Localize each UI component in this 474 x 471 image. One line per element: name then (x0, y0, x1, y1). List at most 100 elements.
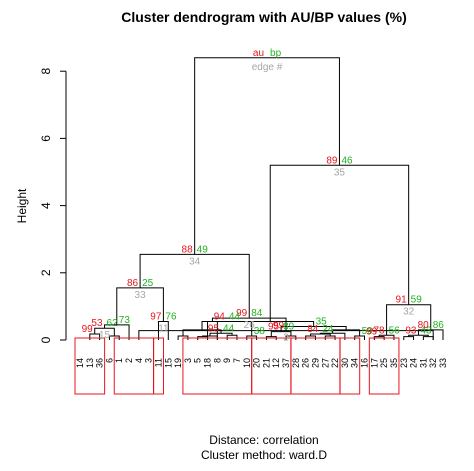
branch (194, 57, 340, 255)
bp-value: 24 (322, 324, 334, 335)
edge-number: 2 (283, 333, 289, 344)
leaf-label: 19 (173, 358, 183, 368)
leaf-label: 22 (330, 358, 340, 368)
leaf-label: 3 (144, 358, 154, 363)
bp-value: 84 (251, 308, 263, 319)
leaf-label: 21 (261, 358, 271, 368)
branch (403, 336, 415, 340)
au-value: 80 (418, 320, 430, 331)
edge-number: 32 (403, 307, 415, 318)
leaf-label: 18 (203, 358, 213, 368)
leaf-label: 23 (399, 358, 409, 368)
bp-value: 76 (165, 312, 177, 323)
edge-number: 34 (189, 256, 201, 267)
y-tick-label: 2 (39, 269, 53, 276)
leaf-label: 13 (85, 358, 95, 368)
bp-value: 86 (433, 320, 445, 331)
leaf-label: 31 (418, 358, 428, 368)
leaf-labels: 14 13 36 6 1 2 4 3 11 15 19 3 5 18 8 9 7 10 20 21 12 37 28 26 29… (75, 358, 448, 368)
leaf-label: 32 (428, 358, 438, 368)
edge-number: 11 (158, 324, 169, 335)
au-value: 53 (91, 318, 103, 329)
x-label-distance: Distance: correlation (209, 433, 318, 447)
branch (269, 164, 410, 322)
leaf-label: 7 (232, 358, 242, 363)
leaf-label: 6 (104, 358, 114, 363)
cluster-box (339, 337, 361, 395)
bp-value: 35 (316, 317, 328, 328)
leaf-label: 29 (310, 358, 320, 368)
bp-value: 46 (341, 155, 353, 166)
au-value: 95 (208, 323, 220, 334)
edge-number: 33 (135, 290, 147, 301)
leaf-label: 11 (153, 358, 163, 367)
branch (226, 321, 315, 327)
legend-edge: edge # (252, 62, 283, 73)
bp-value: 59 (411, 295, 423, 306)
au-value: 89 (326, 155, 338, 166)
bp-value: 59 (362, 326, 374, 337)
edge-number: 15 (99, 330, 111, 341)
leaf-label: 9 (222, 358, 232, 363)
leaf-label: 25 (379, 358, 389, 368)
bp-value: 43 (420, 325, 432, 336)
bp-value: 56 (389, 325, 401, 336)
bp-value: 73 (119, 315, 131, 326)
leaf-label: 36 (95, 358, 105, 368)
cluster-box (113, 337, 155, 395)
y-tick-label: 0 (39, 336, 53, 343)
au-value: 99 (236, 308, 248, 319)
leaf-label: 30 (340, 358, 350, 368)
bp-value: 49 (197, 244, 209, 255)
leaf-label: 34 (350, 358, 360, 368)
leaf-label: 16 (360, 358, 370, 368)
leaf-label: 2 (124, 358, 134, 363)
leaf-label: 37 (281, 358, 291, 368)
y-axis: 0 2 4 6 8 (39, 68, 67, 343)
leaf-label: 1 (114, 358, 124, 363)
bp-value: 62 (107, 318, 119, 329)
branch (422, 336, 434, 340)
leaf-label: 5 (193, 358, 203, 363)
leaf-label: 28 (291, 358, 301, 368)
leaf-label: 17 (369, 358, 379, 368)
au-value: 99 (366, 327, 378, 338)
leaf-label: 27 (320, 358, 330, 368)
au-value: 88 (182, 244, 194, 255)
au-value: 78 (373, 325, 385, 336)
y-tick-label: 6 (39, 135, 53, 142)
au-value: 99 (82, 324, 94, 335)
cluster-box (368, 337, 400, 395)
legend-au: au (253, 48, 264, 59)
bp-value: 44 (223, 323, 235, 334)
leaf-label: 26 (301, 358, 311, 368)
branch (201, 321, 253, 336)
cluster-boxes (74, 337, 400, 395)
edge-number: 26 (244, 320, 256, 331)
bp-value: 89 (283, 322, 295, 333)
cluster-box (152, 337, 164, 395)
au-value: 99 (273, 321, 285, 332)
edge-number: 35 (334, 167, 346, 178)
leaf-label: 8 (212, 358, 222, 363)
leaf-label: 10 (242, 358, 252, 368)
leaf-label: 12 (271, 358, 281, 368)
leaf-label: 33 (438, 358, 448, 368)
x-label-method: Cluster method: ward.D (201, 448, 327, 462)
au-value: 95 (268, 322, 280, 333)
leaf-label: 24 (409, 358, 419, 368)
au-value: 86 (127, 278, 139, 289)
leaf-label: 20 (252, 358, 262, 368)
leaf-label: 15 (163, 358, 173, 368)
bp-value: 44 (229, 312, 241, 323)
y-tick-label: 8 (39, 68, 53, 75)
cluster-box (74, 337, 106, 395)
au-value: 97 (150, 312, 162, 323)
bp-value: 25 (142, 278, 154, 289)
leaf-label: 4 (134, 358, 144, 363)
au-value: 93 (405, 325, 417, 336)
leaf-label: 14 (75, 358, 85, 368)
leaf-label: 3 (183, 358, 193, 363)
